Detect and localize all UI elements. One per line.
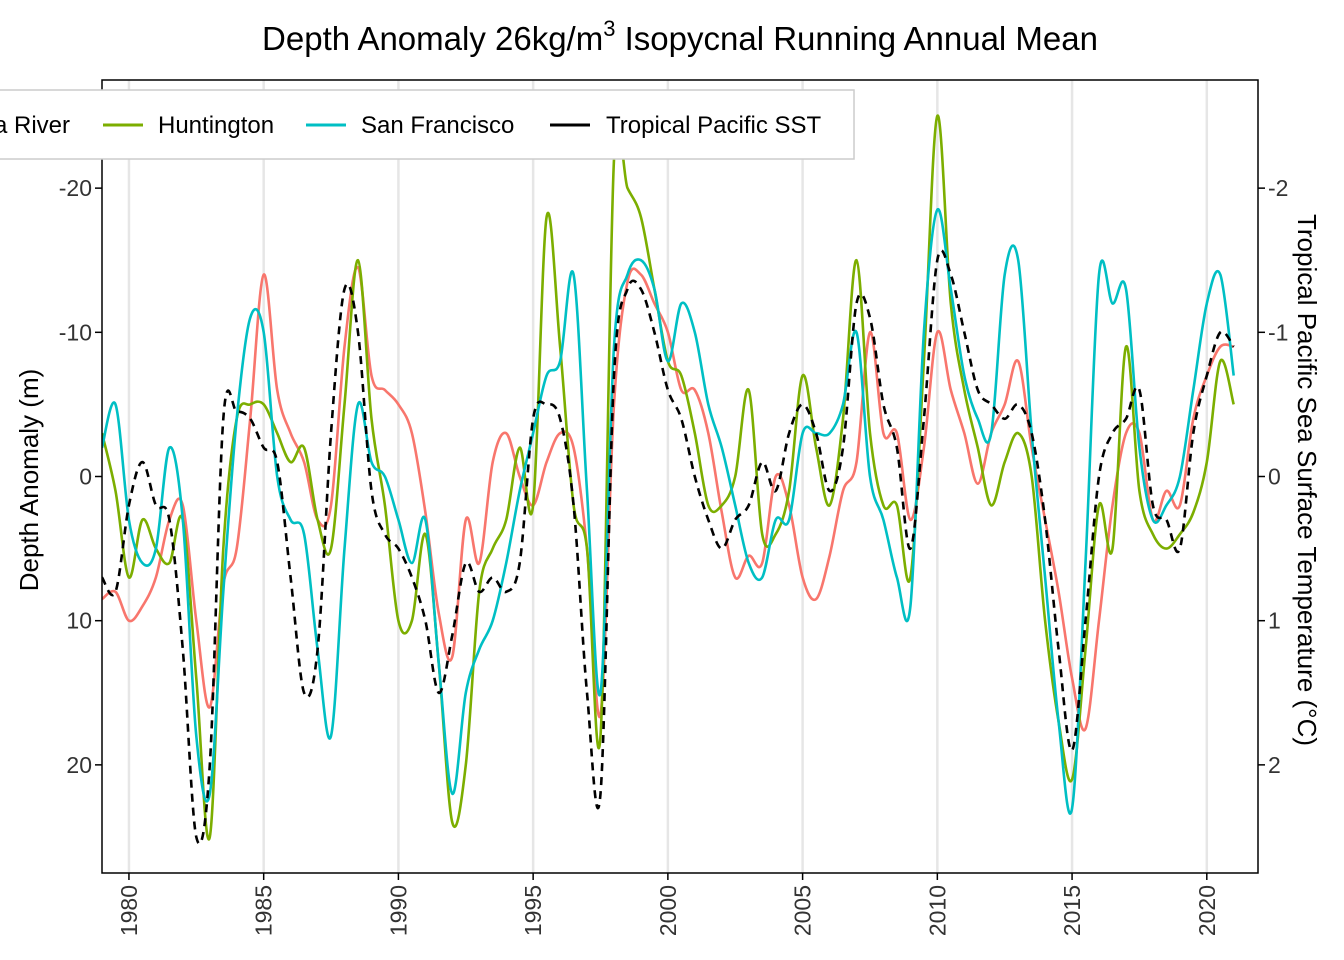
y-axis-left: -20 -10 0 10 20 <box>59 175 102 778</box>
y-right-tick-label-2: 2 <box>1268 752 1281 778</box>
x-tick-label-2015: 2015 <box>1059 885 1085 936</box>
y-left-tick-label-20: 20 <box>66 752 92 778</box>
legend: a River Huntington San Francisco Tropica… <box>0 89 855 160</box>
series-line-columbia-river <box>102 266 1234 732</box>
y-axis-right: -2 -1 0 1 2 <box>1258 175 1288 778</box>
y-right-tick-label-0: 0 <box>1268 464 1281 490</box>
gridlines <box>127 80 1209 873</box>
y-left-tick-label--10: -10 <box>59 319 92 345</box>
x-axis: 1980 1985 1990 1995 2000 2005 2010 2015 2020 <box>116 873 1220 936</box>
y-left-tick-label--20: -20 <box>59 175 92 201</box>
series-lines <box>102 114 1235 845</box>
title-main: Depth Anomaly 26kg/m <box>262 20 603 57</box>
y-right-tick-label--1: -1 <box>1268 319 1288 345</box>
x-tick-label-2020: 2020 <box>1194 885 1220 936</box>
x-tick-label-1980: 1980 <box>116 885 142 936</box>
legend-label-columbia-river: a River <box>0 112 70 139</box>
legend-label-san-francisco: San Francisco <box>361 112 514 139</box>
x-tick-label-2000: 2000 <box>655 885 681 936</box>
title-rest: Isopycnal Running Annual Mean <box>615 20 1098 57</box>
y-left-tick-label-0: 0 <box>79 464 92 490</box>
plot-frame <box>101 79 1259 874</box>
legend-label-huntington: Huntington <box>158 112 274 139</box>
series-line-tropical-pacific-sst <box>102 249 1235 845</box>
series-line-huntington <box>102 114 1235 841</box>
x-tick-label-1990: 1990 <box>385 885 411 936</box>
y-right-tick-label-1: 1 <box>1268 608 1281 634</box>
y-left-tick-label-10: 10 <box>66 608 92 634</box>
x-tick-label-1985: 1985 <box>251 885 277 936</box>
y-right-tick-label--2: -2 <box>1268 175 1288 201</box>
y-axis-left-title: Depth Anomaly (m) <box>14 369 44 592</box>
y-axis-right-title: Tropical Pacific Sea Surface Temperature… <box>1292 214 1322 746</box>
x-tick-label-2005: 2005 <box>790 885 816 936</box>
x-tick-label-2010: 2010 <box>924 885 950 936</box>
chart-title: Depth Anomaly 26kg/m3 Isopycnal Running … <box>262 16 1098 57</box>
x-tick-label-1995: 1995 <box>520 885 546 936</box>
legend-label-tropical-pacific-sst: Tropical Pacific SST <box>606 112 822 139</box>
title-superscript: 3 <box>603 16 615 41</box>
